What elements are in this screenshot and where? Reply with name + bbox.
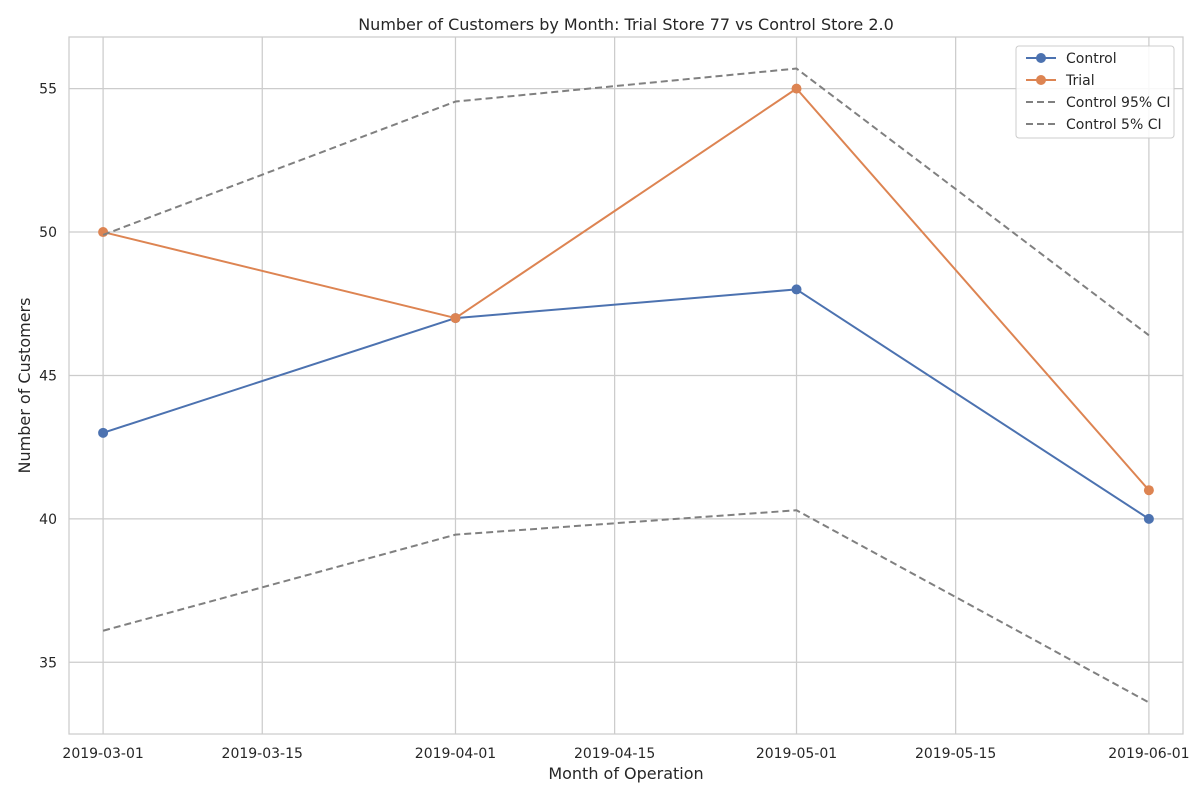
series-line [102,288,1150,520]
x-tick-label: 2019-06-01 [1108,746,1189,762]
series-layer [98,67,1154,704]
data-point [98,427,109,438]
x-axis-title: Month of Operation [548,764,703,783]
legend-item: Control 95% CI [1026,95,1171,111]
series-line [102,67,1150,337]
chart-title: Number of Customers by Month: Trial Stor… [358,15,894,34]
legend-item: Trial [1026,73,1095,89]
x-axis-ticks: 2019-03-01 2019-03-15 2019-04-01 2019-04-15… [62,746,1189,762]
y-tick-label: 55 [39,82,57,98]
legend-item: Control [1026,51,1117,67]
data-point [450,313,461,324]
data-point [1143,485,1154,496]
series-line [102,509,1150,704]
series-line [102,87,1150,491]
y-axis-title: Number of Customers [15,298,34,474]
x-tick-label: 2019-03-01 [62,746,143,762]
legend-label: Trial [1065,73,1095,89]
data-point [791,284,802,295]
legend-box [1015,45,1175,139]
x-tick-label: 2019-03-15 [222,746,303,762]
series-control-5-ci [102,509,1150,704]
x-tick-label: 2019-04-01 [415,746,496,762]
legend-marker [1036,75,1046,85]
x-tick-label: 2019-04-15 [574,746,655,762]
series-trial [98,83,1154,496]
y-tick-label: 50 [39,225,57,241]
y-tick-label: 45 [39,368,57,384]
legend-label: Control 5% CI [1066,117,1162,133]
legend-item: Control 5% CI [1026,117,1162,133]
legend: Control Trial Control 95% CI Control 5% CI [1015,45,1175,139]
data-point [791,83,802,94]
legend-items: Control Trial Control 95% CI Control 5% CI [1026,51,1171,133]
series-control-95-ci [102,67,1150,337]
plot-area [68,36,1184,735]
data-point [98,227,109,238]
legend-marker [1036,53,1046,63]
legend-label: Control [1066,51,1117,67]
legend-label: Control 95% CI [1066,95,1171,111]
data-point [1143,513,1154,524]
grid [69,37,1183,734]
y-tick-label: 35 [39,655,57,671]
y-axis-ticks: 35 40 45 50 55 [39,82,57,672]
x-tick-label: 2019-05-15 [915,746,996,762]
x-tick-label: 2019-05-01 [756,746,837,762]
y-tick-label: 40 [39,512,57,528]
